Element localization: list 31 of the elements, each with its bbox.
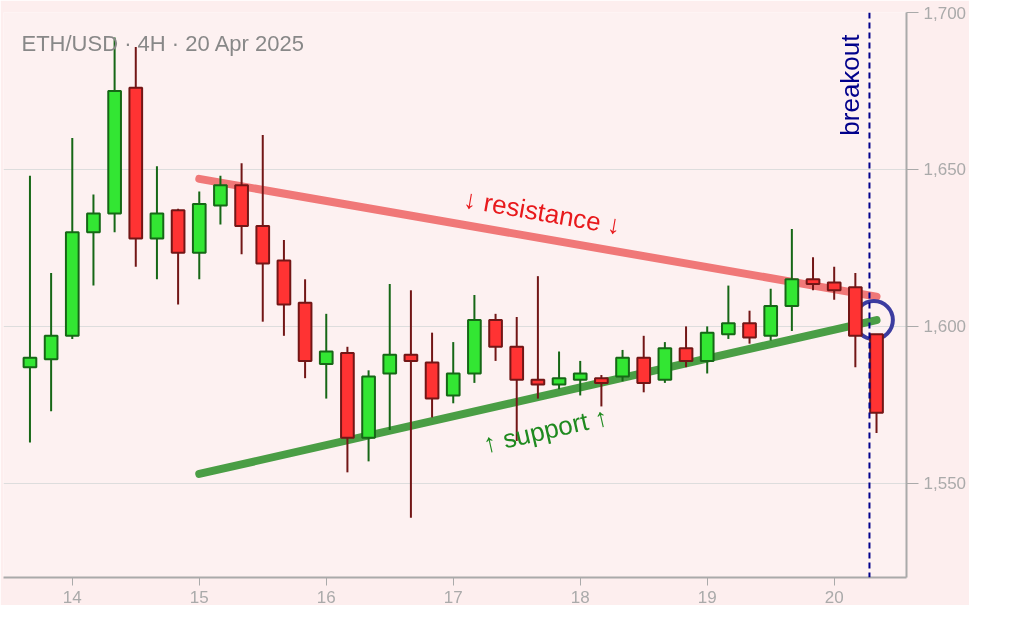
candlestick <box>805 256 821 292</box>
x-tick-label: 20 <box>824 587 844 607</box>
x-tick-label: 14 <box>62 587 82 607</box>
candlestick <box>86 193 101 287</box>
candlestick <box>551 350 567 391</box>
candlestick <box>43 272 59 413</box>
candlestick <box>403 289 419 519</box>
candlestick <box>318 312 334 400</box>
y-tick-label: 1,600 <box>923 317 967 337</box>
x-tick-label: 15 <box>189 587 209 607</box>
candlestick <box>742 309 757 345</box>
y-tick-label: 1,550 <box>923 474 967 494</box>
candlestick <box>615 348 630 383</box>
annotation: ↓ resistance ↓ <box>461 183 624 241</box>
ref-line-label: breakout <box>835 33 866 136</box>
candlestick <box>594 374 609 408</box>
x-tick-label: 17 <box>443 587 463 607</box>
y-tick-label: 1,700 <box>923 3 967 23</box>
x-tick-label: 18 <box>570 587 590 607</box>
candlestick <box>721 284 736 340</box>
candlestick <box>22 174 38 444</box>
x-tick-label: 19 <box>697 587 717 607</box>
candlestick <box>678 325 694 369</box>
candlestick <box>213 174 228 226</box>
candlestick <box>572 359 588 397</box>
annotation: ↑ support ↑ <box>480 401 611 459</box>
candlestick <box>445 341 461 405</box>
candlestick <box>382 283 398 431</box>
candlestick <box>826 265 842 301</box>
y-tick-label: 1,650 <box>923 160 967 180</box>
x-tick-label: 16 <box>316 587 336 607</box>
